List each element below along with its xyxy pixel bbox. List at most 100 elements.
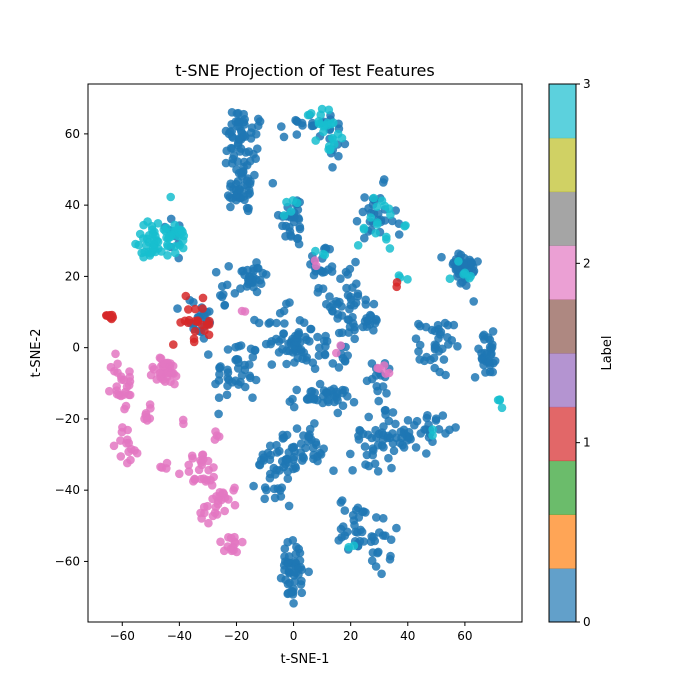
y-tick-label: 0	[72, 341, 80, 355]
scatter-point-label-0	[232, 109, 242, 118]
scatter-point-label-0	[346, 292, 355, 302]
y-tick-label: 60	[65, 127, 80, 141]
scatter-point-label-3	[366, 213, 376, 222]
colorbar-frame	[548, 83, 577, 623]
scatter-point-label-0	[336, 274, 345, 284]
scatter-point-label-0	[338, 354, 348, 363]
colorbar-segment	[549, 568, 576, 623]
scatter-point-label-3	[344, 542, 354, 552]
scatter-point-label-2	[155, 353, 165, 363]
y-tick-label: 40	[65, 198, 80, 212]
scatter-point-label-0	[227, 378, 237, 387]
scatter-point-label-0	[454, 249, 463, 258]
scatter-point-label-0	[284, 501, 294, 511]
scatter-point-label-3	[145, 251, 155, 260]
x-axis-label: t-SNE-1	[281, 652, 330, 667]
scatter-point-label-2	[218, 488, 228, 498]
x-tick-label: 0	[290, 629, 298, 643]
scatter-point-label-2	[208, 511, 218, 521]
scatter-point-label-0	[231, 117, 241, 126]
scatter-point-label-0	[250, 315, 259, 325]
scatter-point-label-0	[389, 446, 399, 456]
plot-frame	[87, 83, 523, 623]
scatter-point-label-2	[188, 454, 197, 463]
scatter-point-label-0	[261, 270, 271, 279]
scatter-point-label-0	[358, 507, 367, 517]
scatter-point-label-3	[178, 243, 188, 253]
scatter-point-label-0	[434, 347, 444, 356]
y-tick-label: −40	[55, 483, 80, 497]
scatter-point-label-0	[324, 397, 333, 407]
scatter-point-label-0	[478, 332, 488, 341]
scatter-point-label-0	[485, 367, 495, 377]
scatter-point-label-0	[349, 397, 359, 407]
scatter-point-label-0	[372, 513, 381, 522]
scatter-point-label-0	[367, 556, 377, 565]
scatter-point-label-0	[357, 527, 367, 537]
scatter-point-label-0	[276, 573, 286, 583]
scatter-point-label-0	[246, 134, 256, 143]
scatter-point-label-0	[368, 444, 378, 453]
scatter-point-label-0	[277, 457, 287, 466]
scatter-point-label-1	[181, 291, 191, 301]
scatter-point-label-2	[332, 348, 341, 358]
scatter-point-label-0	[292, 385, 302, 395]
scatter-point-label-3	[148, 229, 158, 238]
scatter-point-label-0	[378, 531, 388, 540]
x-tick-label: 60	[457, 629, 472, 643]
scatter-point-label-0	[350, 520, 359, 530]
scatter-point-label-2	[184, 467, 194, 476]
scatter-point-label-2	[237, 306, 247, 316]
scatter-point-label-0	[397, 433, 406, 443]
scatter-point-label-2	[116, 452, 126, 461]
scatter-point-label-0	[223, 191, 233, 200]
scatter-point-label-0	[340, 506, 350, 515]
scatter-point-label-0	[337, 302, 346, 311]
scatter-point-label-0	[308, 358, 318, 368]
scatter-point-label-3	[403, 275, 412, 284]
scatter-point-label-0	[348, 510, 358, 520]
scatter-point-label-2	[230, 483, 239, 493]
scatter-point-label-3	[320, 250, 330, 260]
scatter-point-label-0	[280, 319, 289, 328]
scatter-point-label-1	[198, 304, 207, 313]
scatter-point-label-0	[292, 424, 302, 433]
scatter-point-label-1	[204, 330, 214, 340]
scatter-point-label-0	[296, 448, 306, 457]
scatter-point-label-0	[374, 209, 383, 218]
scatter-point-label-0	[362, 376, 372, 386]
scatter-point-label-0	[422, 449, 431, 458]
chart-title: t-SNE Projection of Test Features	[175, 61, 434, 80]
scatter-point-label-0	[308, 443, 318, 453]
scatter-point-label-1	[183, 318, 193, 328]
scatter-point-label-0	[272, 448, 282, 457]
scatter-point-label-0	[272, 318, 281, 328]
scatter-point-label-2	[105, 386, 114, 396]
scatter-point-label-0	[299, 318, 309, 328]
scatter-point-label-0	[272, 465, 281, 475]
scatter-point-label-0	[216, 362, 225, 371]
scatter-point-label-0	[234, 342, 243, 351]
scatter-point-label-0	[361, 460, 370, 469]
scatter-point-label-0	[469, 297, 479, 306]
scatter-point-label-2	[179, 419, 188, 429]
scatter-point-label-0	[345, 322, 355, 332]
scatter-point-label-0	[439, 355, 449, 364]
scatter-point-label-0	[260, 494, 270, 504]
scatter-point-label-3	[306, 109, 316, 118]
scatter-point-label-2	[113, 359, 122, 369]
colorbar-segment	[549, 191, 576, 246]
scatter-point-label-0	[221, 158, 231, 168]
scatter-point-label-2	[375, 364, 384, 373]
y-axis-label: t-SNE-2	[29, 329, 44, 378]
scatter-point-label-0	[240, 360, 249, 370]
scatter-point-label-0	[211, 267, 221, 277]
scatter-point-label-0	[295, 556, 305, 565]
scatter-point-label-0	[352, 216, 362, 226]
scatter-point-label-0	[440, 318, 450, 328]
scatter-point-label-2	[203, 501, 212, 511]
scatter-point-label-0	[412, 416, 422, 426]
scatter-point-label-0	[444, 340, 453, 349]
scatter-point-label-0	[321, 388, 331, 397]
scatter-point-label-0	[282, 359, 291, 369]
